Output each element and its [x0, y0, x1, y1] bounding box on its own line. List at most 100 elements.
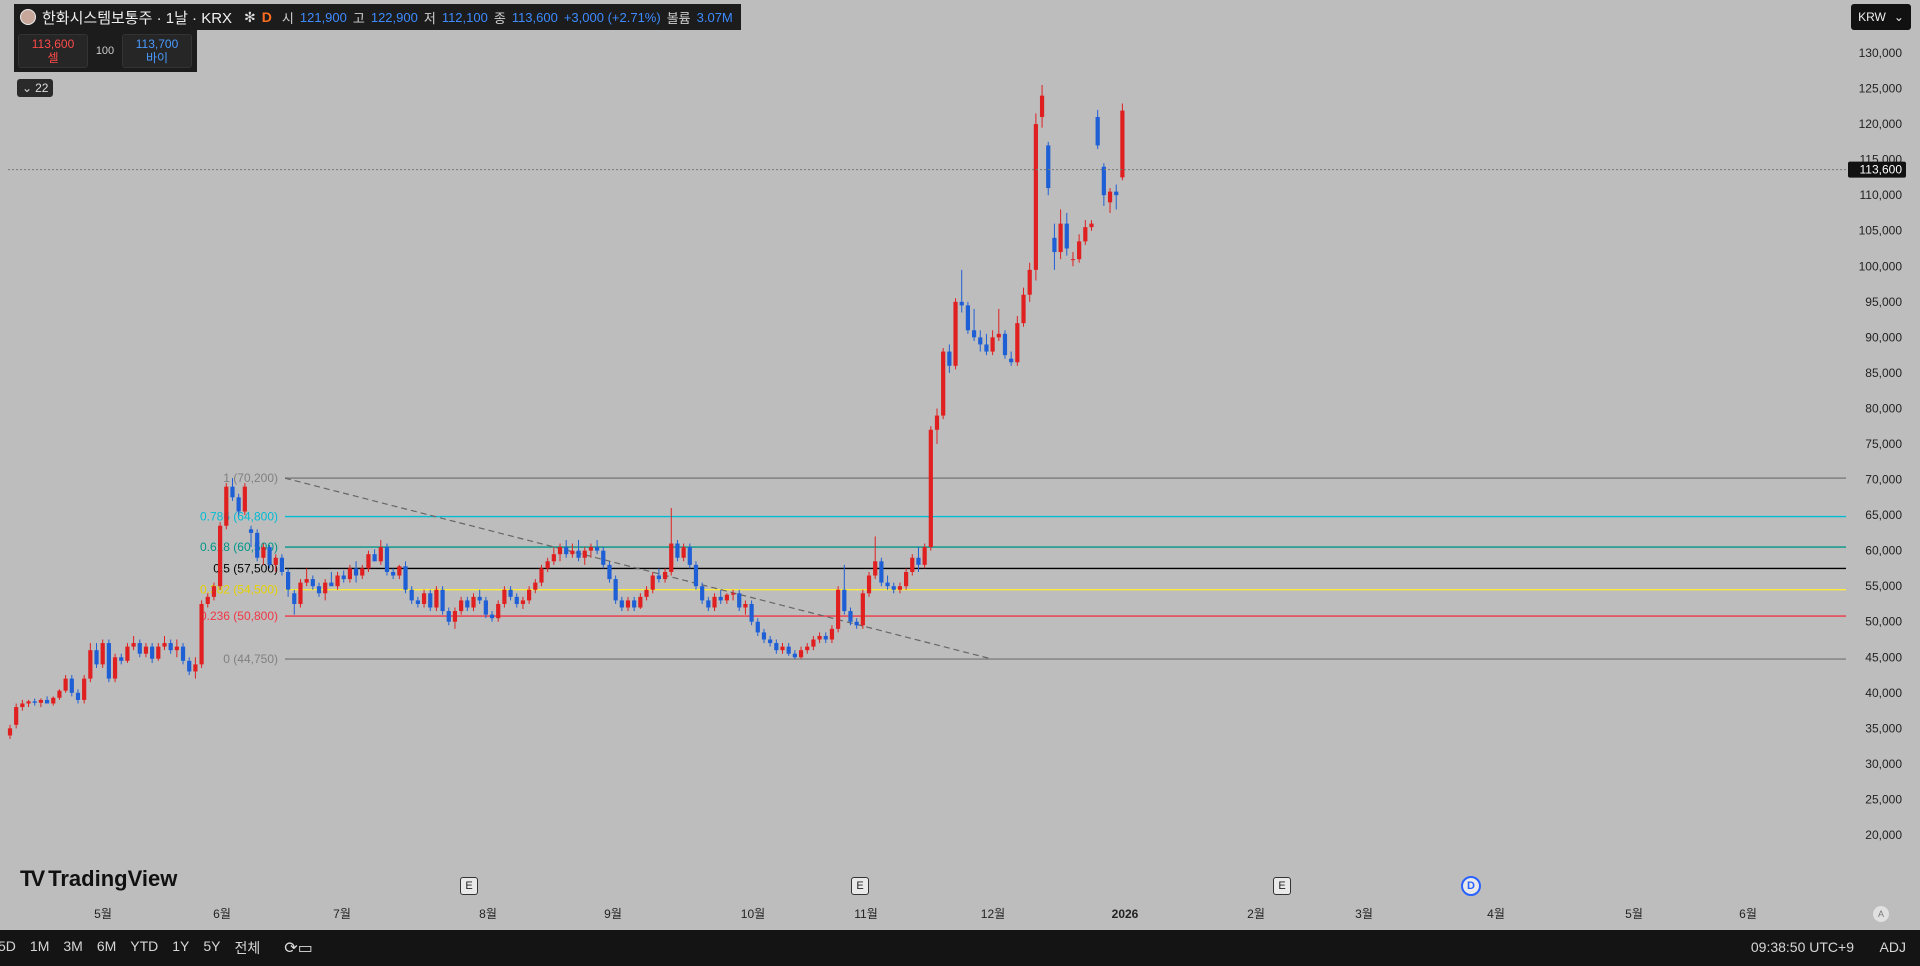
candle-body [261, 547, 266, 558]
candle-body [786, 646, 791, 654]
range-5d[interactable]: 5D [0, 938, 16, 954]
candle-body [434, 589, 439, 608]
price-tick-label: 120,000 [1859, 117, 1903, 131]
candle-body [14, 707, 19, 725]
candle-body [63, 678, 68, 691]
fib-level-label: 0 (44,750) [223, 652, 278, 666]
order-quantity[interactable]: 100 [95, 45, 115, 57]
price-tick-label: 130,000 [1859, 46, 1903, 60]
earnings-event-marker[interactable]: E [460, 877, 478, 895]
symbol-header[interactable]: 한화시스템보통주 · 1날 · KRX ✻ D 시 121,900 고 122,90… [14, 4, 741, 30]
buy-price: 113,700 [135, 37, 179, 51]
symbol-title[interactable]: 한화시스템보통주 · 1날 · KRX [42, 9, 233, 27]
candle-body [26, 701, 31, 704]
dividend-event-marker[interactable]: D [1461, 876, 1481, 896]
candle-body [768, 639, 773, 644]
time-tick-label: 12월 [981, 907, 1005, 921]
candle-body [916, 557, 921, 565]
candle-body [545, 561, 550, 569]
candle-body [829, 628, 835, 640]
candle-body [527, 589, 532, 601]
candle-body [798, 650, 804, 658]
candle-body [75, 692, 81, 700]
candle-body [292, 593, 297, 604]
candle-body [644, 589, 649, 597]
candle-body [761, 632, 767, 640]
time-tick-label: 10월 [741, 907, 765, 921]
volume-value: 3.07M [696, 9, 733, 25]
range-5y[interactable]: 5Y [203, 938, 221, 954]
earnings-event-marker[interactable]: E [851, 877, 869, 895]
candle-body [780, 646, 785, 651]
range-6m[interactable]: 6M [96, 938, 117, 954]
candle-body [805, 646, 810, 651]
candle-body [904, 571, 909, 587]
price-tick-label: 20,000 [1865, 828, 1902, 842]
price-tick-label: 65,000 [1865, 508, 1902, 522]
price-tick-label: 25,000 [1865, 792, 1902, 806]
indicator-collapse-button[interactable]: ⌄ 22 [17, 79, 54, 97]
candle-body [1039, 95, 1045, 117]
range-ytd[interactable]: YTD [130, 938, 159, 954]
low-label: 저 [423, 10, 436, 26]
candle-body [360, 568, 365, 576]
candle-body [403, 566, 408, 590]
candle-body [88, 650, 93, 679]
candle-body [162, 643, 167, 647]
calendar-icon[interactable]: ⟳▭ [284, 940, 313, 957]
current-price-label: 113,600 [1860, 163, 1903, 177]
candle-body [576, 550, 581, 558]
volume-label: 볼륨 [666, 10, 691, 26]
candle-body [156, 646, 161, 659]
candle-body [391, 571, 396, 576]
candle-body [168, 643, 173, 651]
range-all[interactable]: 전체 [234, 940, 261, 956]
candle-body [1070, 259, 1076, 261]
buy-button[interactable]: 113,700 바이 [122, 34, 192, 68]
candle-body [279, 557, 285, 572]
candle-body [1083, 227, 1088, 242]
candle-body [743, 603, 748, 608]
candle-body [564, 547, 569, 555]
fib-trend-line[interactable] [284, 477, 993, 660]
range-3m[interactable]: 3M [63, 938, 83, 954]
candle-body [137, 643, 142, 654]
candle-body [1021, 294, 1026, 324]
candle-body [267, 547, 272, 565]
gear-icon[interactable]: ✻ [244, 8, 256, 25]
candle-body [421, 593, 427, 604]
candle-body [230, 486, 235, 498]
currency-selector[interactable]: KRW ⌄ [1851, 4, 1911, 30]
candle-body [1015, 323, 1020, 363]
candle-body [248, 529, 254, 533]
candle-body [397, 566, 402, 576]
interval-badge: D [261, 9, 272, 25]
candle-body [632, 600, 637, 608]
range-1y[interactable]: 1Y [172, 938, 190, 954]
candle-body [310, 579, 315, 587]
candle-body [347, 568, 352, 580]
candle-body [187, 660, 192, 672]
sell-button[interactable]: 113,600 셀 [18, 34, 88, 68]
candle-body [446, 611, 451, 622]
candle-body [934, 415, 940, 430]
price-tick-label: 40,000 [1865, 686, 1902, 700]
adj-toggle[interactable]: ADJ [1879, 939, 1906, 955]
time-tick-label: 5월 [94, 907, 112, 921]
candle-body [94, 650, 99, 665]
candle-body [496, 603, 501, 619]
candle-body [873, 561, 878, 576]
clock-readout[interactable]: 09:38:50 UTC+9 [1750, 939, 1854, 955]
candle-body [323, 582, 328, 594]
tradingview-logo[interactable]: TV TradingView [20, 866, 177, 892]
candle-body [959, 301, 964, 306]
candle-body [749, 603, 754, 622]
earnings-event-marker[interactable]: E [1273, 877, 1291, 895]
auto-scale-button[interactable]: A [1873, 906, 1889, 922]
range-1m[interactable]: 1M [29, 938, 50, 954]
candle-body [1107, 191, 1113, 203]
time-tick-label: 6월 [213, 907, 231, 921]
candle-body [508, 589, 513, 597]
